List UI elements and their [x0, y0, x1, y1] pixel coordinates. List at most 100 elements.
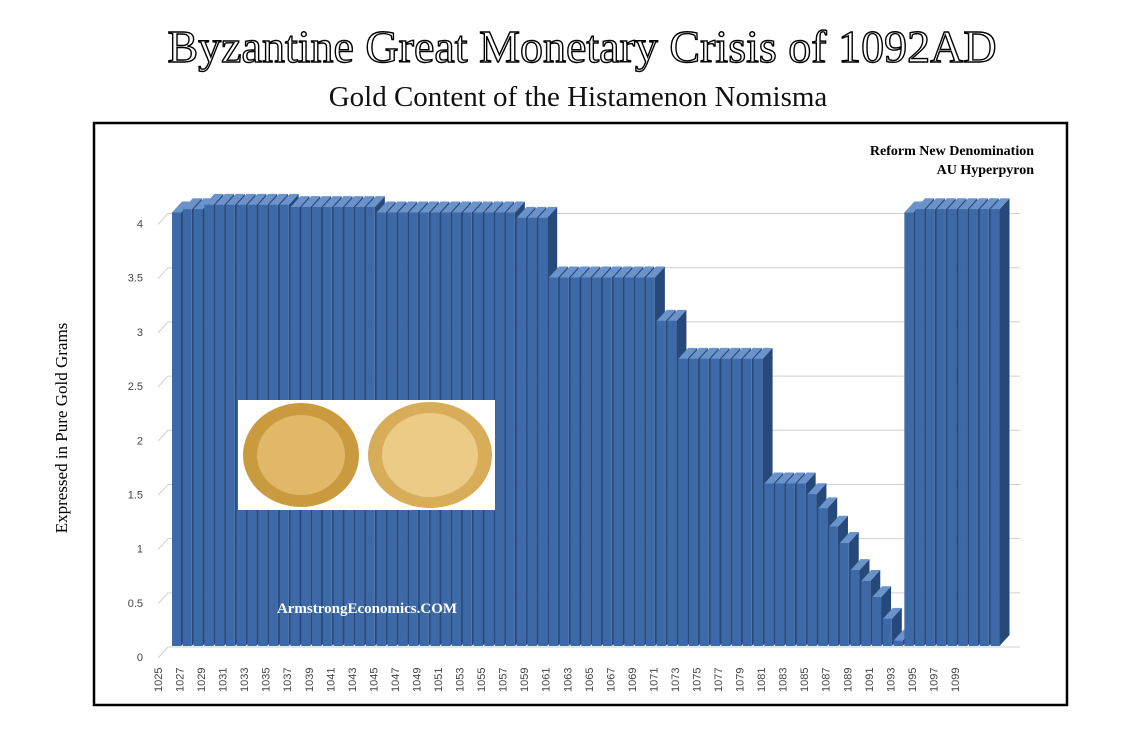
bar-top [839, 532, 859, 544]
bar-front [947, 209, 957, 646]
bar-front [818, 508, 828, 646]
bar-top [193, 198, 213, 210]
bar-front [925, 209, 935, 646]
bar-front [592, 277, 602, 646]
bar-front [581, 277, 591, 646]
bar-top [882, 607, 902, 619]
bar-top [312, 196, 332, 208]
plot-frame [92, 121, 1069, 707]
bar-top [225, 193, 245, 205]
bar-front [645, 277, 655, 646]
x-tick-label: 1063 [562, 668, 574, 692]
x-tick-label: 1041 [325, 668, 337, 692]
x-tick-label: 1079 [735, 668, 747, 692]
y-tick-label: 3.5 [128, 273, 143, 285]
x-tick-label: 1047 [390, 668, 402, 692]
bar-front [861, 580, 871, 646]
y-tick-label: 0.5 [128, 598, 143, 610]
bar-top [732, 347, 752, 359]
x-tick-label: 1057 [498, 668, 510, 692]
bar-front [559, 277, 569, 646]
bar-top [699, 347, 719, 359]
bar-top [484, 201, 504, 213]
bar-top [958, 198, 978, 210]
x-tick-label: 1093 [885, 668, 897, 692]
bar-front [548, 277, 558, 646]
bar-front [775, 483, 785, 646]
bar-top [570, 266, 590, 278]
bar-top [236, 193, 256, 205]
x-tick-label: 1043 [347, 668, 359, 692]
bar-front [893, 640, 903, 646]
bar-top [635, 266, 655, 278]
bar-top [818, 497, 838, 509]
x-tick-label: 1091 [864, 668, 876, 692]
bar-top [322, 196, 342, 208]
bar-top [527, 206, 547, 218]
bar-top [678, 347, 698, 359]
annotation: AU Hyperpyron [937, 163, 1035, 178]
bar-front [527, 217, 537, 646]
bar-top [872, 586, 892, 598]
bar-top [538, 206, 558, 218]
x-tick-label: 1051 [433, 668, 445, 692]
x-tick-label: 1059 [519, 668, 531, 692]
bar-side [999, 198, 1010, 646]
x-tick-label: 1073 [670, 668, 682, 692]
x-tick-label: 1033 [239, 668, 251, 692]
bar-front [602, 277, 612, 646]
bar-front [710, 358, 720, 646]
x-tick-label: 1081 [756, 668, 768, 692]
bar [990, 198, 1010, 646]
x-tick-label: 1099 [950, 668, 962, 692]
bar-top [462, 201, 482, 213]
bar-top [947, 198, 967, 210]
bar-top [968, 198, 988, 210]
bar-top [398, 201, 418, 213]
bar-front [193, 209, 203, 646]
bar-top [742, 347, 762, 359]
bar-top [775, 472, 795, 484]
bar-top [915, 198, 935, 210]
bar-front [225, 204, 235, 646]
bar-top [688, 347, 708, 359]
bar-top [796, 472, 816, 484]
x-tick-label: 1055 [476, 668, 488, 692]
grid-line [157, 646, 1020, 659]
bar-top [613, 266, 633, 278]
bar-front [172, 212, 181, 646]
bar-front [516, 217, 526, 646]
y-tick-label: 2 [137, 435, 143, 447]
bar-front [936, 209, 946, 646]
bar-front [753, 358, 763, 646]
bar-top [828, 515, 848, 527]
bar-top [452, 201, 472, 213]
x-tick-label: 1049 [411, 668, 423, 692]
bar-front [667, 320, 677, 646]
bar-top [290, 196, 310, 208]
x-tick-label: 1071 [648, 668, 660, 692]
bar-top [182, 198, 202, 210]
x-tick-label: 1053 [455, 668, 467, 692]
bar-top [850, 559, 870, 571]
bar-top [645, 266, 665, 278]
bar-top [419, 201, 439, 213]
y-tick-label: 4 [137, 219, 143, 231]
bar-front [742, 358, 752, 646]
bar-top [592, 266, 612, 278]
x-tick-label: 1067 [605, 668, 617, 692]
bar-top [979, 198, 999, 210]
bar-top [904, 201, 924, 213]
x-tick-label: 1065 [584, 668, 596, 692]
bar-front [204, 204, 214, 646]
bar-top [667, 309, 687, 321]
bar-top [268, 193, 288, 205]
bar-front [850, 570, 860, 646]
chart-subtitle: Gold Content of the Histamenon Nomisma [329, 81, 828, 113]
x-tick-label: 1035 [261, 668, 273, 692]
watermark: ArmstrongEconomics.COM [277, 601, 457, 617]
bar-front [882, 618, 892, 646]
bar-front [505, 212, 515, 646]
bar-top [785, 472, 805, 484]
bar-top [548, 266, 568, 278]
